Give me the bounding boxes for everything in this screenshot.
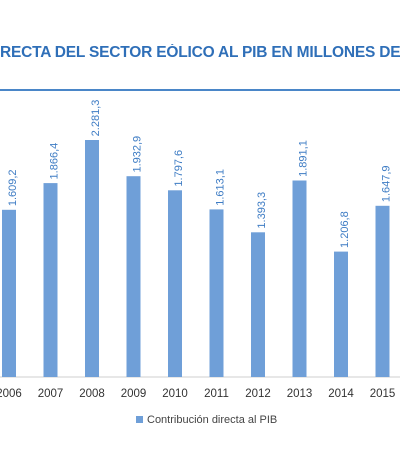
x-tick-2006: 2006 <box>0 388 22 400</box>
value-label-2007: 1.866,4 <box>48 143 60 180</box>
value-label-2011: 1.613,1 <box>214 169 226 206</box>
x-tick-2015: 2015 <box>370 388 396 400</box>
bar-2013 <box>292 180 307 377</box>
title-rule <box>0 89 400 91</box>
x-tick-2008: 2008 <box>79 388 105 400</box>
bar-2008 <box>85 140 99 377</box>
value-label-2012: 1.393,3 <box>256 192 268 229</box>
legend: Contribución directa al PIB <box>136 414 277 426</box>
x-tick-2009: 2009 <box>121 388 147 400</box>
x-tick-2012: 2012 <box>245 388 271 400</box>
bar-2010 <box>168 190 182 377</box>
x-tick-2011: 2011 <box>204 388 229 400</box>
x-tick-2010: 2010 <box>162 388 188 400</box>
value-label-2010: 1.797,6 <box>173 150 185 187</box>
x-tick-2007: 2007 <box>38 388 64 400</box>
bars-group <box>2 140 390 377</box>
value-label-2009: 1.932,9 <box>131 136 143 173</box>
bar-2015 <box>375 205 390 377</box>
bar-2012 <box>251 232 265 377</box>
value-label-2015: 1.647,9 <box>380 165 392 202</box>
x-tick-2014: 2014 <box>328 388 354 400</box>
x-tick-labels-group: 2006 2007 2008 2009 2010 2011 2012 2013 2014 2015 <box>0 388 395 400</box>
x-tick-2013: 2013 <box>287 388 313 400</box>
legend-swatch <box>136 416 143 423</box>
bar-2009 <box>126 176 141 377</box>
chart-title: RECTA DEL SECTOR EÓLICO AL PIB EN MILLON… <box>0 44 400 61</box>
value-label-2013: 1.891,1 <box>297 140 309 177</box>
value-labels-group: 1.609,2 1.866,4 2.281,3 1.932,9 1.797,6 1.613… <box>7 100 393 248</box>
bar-2011 <box>209 209 224 377</box>
value-label-2006: 1.609,2 <box>7 169 19 206</box>
value-label-2008: 2.281,3 <box>90 100 102 137</box>
bar-2006 <box>2 209 16 377</box>
bar-2014 <box>334 251 348 377</box>
bar-2007 <box>43 183 58 377</box>
legend-label: Contribución directa al PIB <box>147 414 277 426</box>
value-label-2014: 1.206,8 <box>339 211 351 248</box>
